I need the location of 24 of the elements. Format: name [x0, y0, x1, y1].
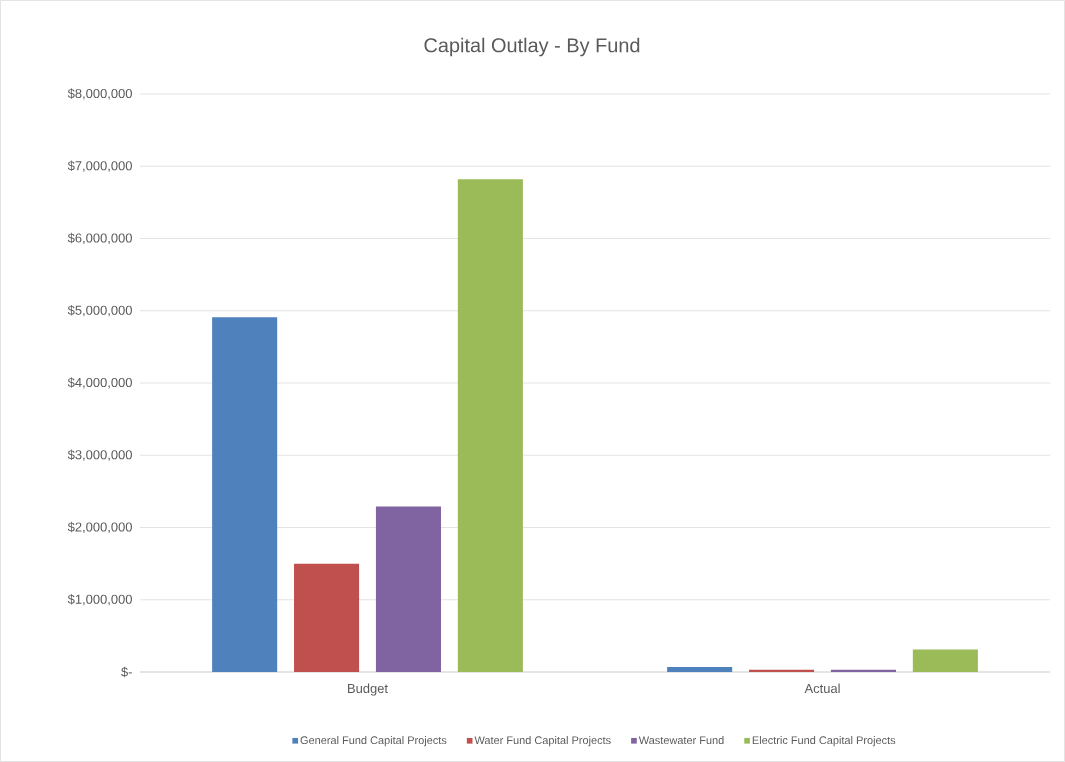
- y-tick-label: $6,000,000: [67, 232, 132, 245]
- y-tick-label: $4,000,000: [67, 377, 132, 389]
- y-tick-label: $3,000,000: [67, 449, 132, 461]
- y-tick-label: $5,000,000: [67, 305, 132, 317]
- bar: [212, 317, 278, 672]
- bar: [457, 179, 523, 672]
- legend-label: General Fund Capital Projects: [300, 736, 447, 747]
- bar: [830, 669, 896, 672]
- bar: [667, 666, 733, 672]
- x-tick-label: Budget: [348, 683, 388, 696]
- bar: [294, 563, 360, 672]
- bar: [912, 649, 978, 672]
- bar: [375, 506, 441, 672]
- legend-label: Electric Fund Capital Projects: [752, 736, 896, 747]
- x-tick-label: Actual: [804, 683, 840, 694]
- y-tick-label: $2,000,000: [67, 521, 132, 534]
- y-tick-label: $-: [121, 666, 132, 678]
- y-tick-label: $8,000,000: [67, 88, 132, 100]
- legend-label: Wastewater Fund: [638, 736, 724, 745]
- bar: [749, 669, 815, 672]
- y-tick-label: $7,000,000: [67, 160, 132, 172]
- legend-label: Water Fund Capital Projects: [474, 736, 611, 747]
- chart-title: Capital Outlay - By Fund: [424, 37, 640, 57]
- y-tick-label: $1,000,000: [67, 594, 132, 606]
